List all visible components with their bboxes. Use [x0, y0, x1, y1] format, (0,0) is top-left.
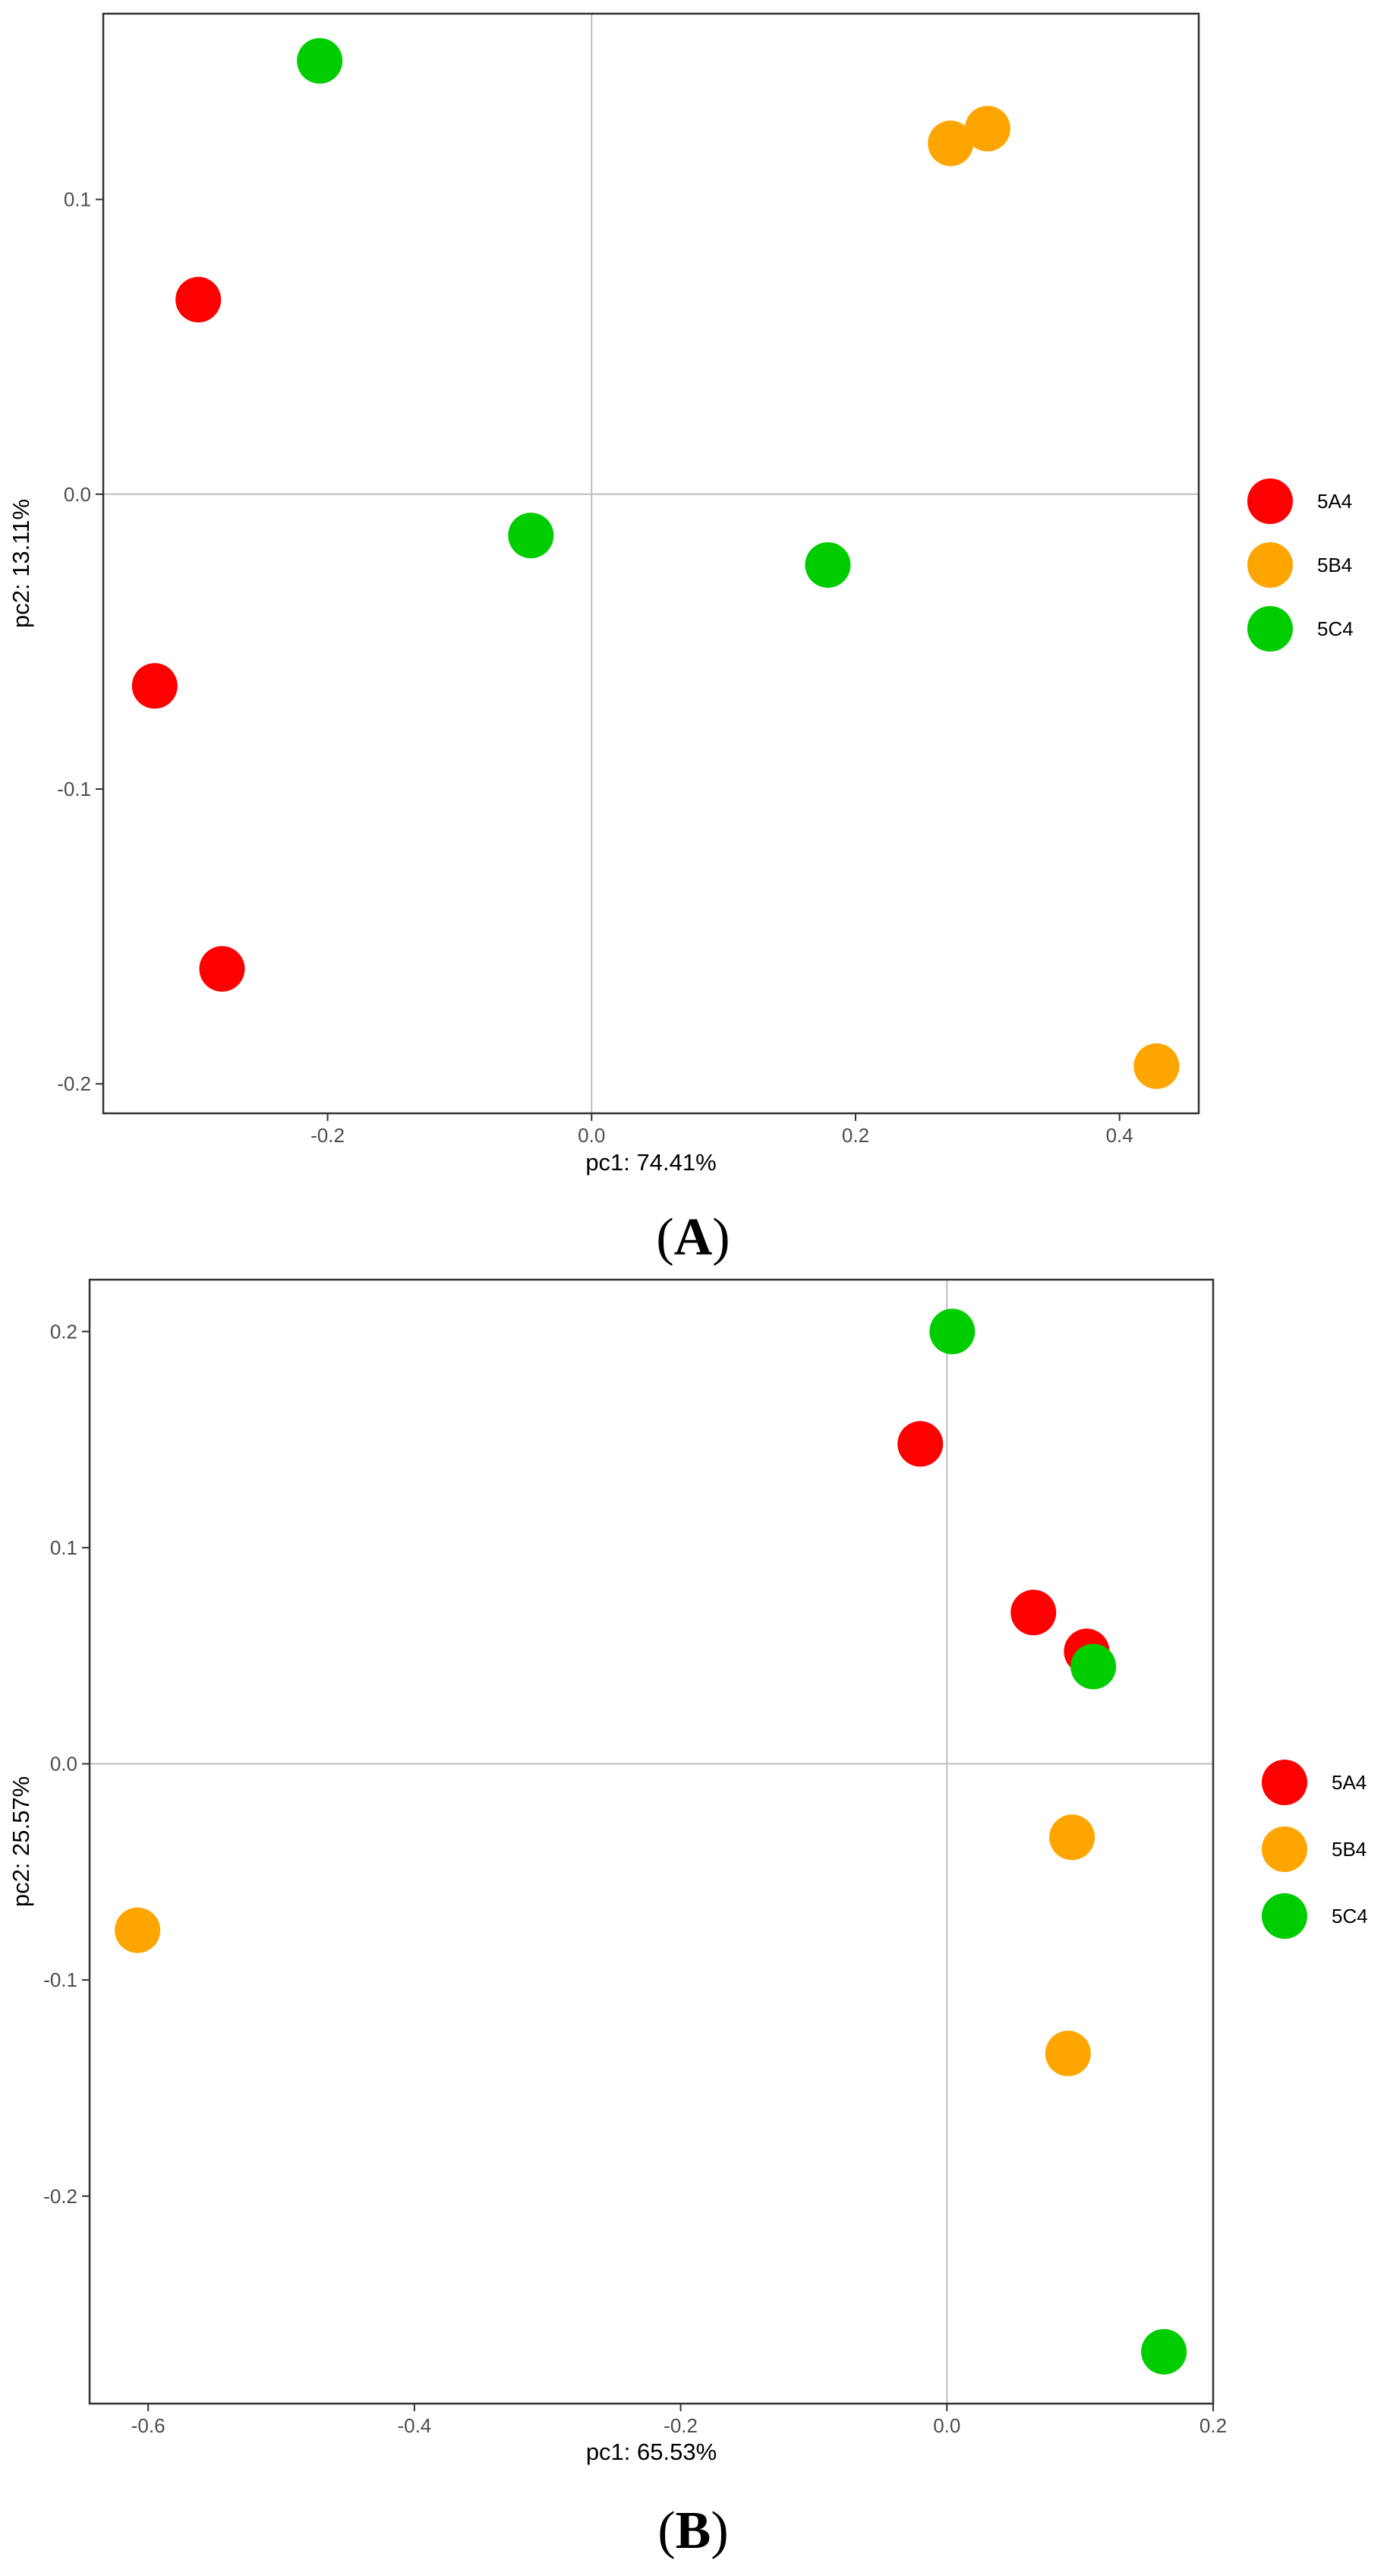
y-tick-label: 0.1 [64, 188, 91, 211]
chart-panel-a: -0.2 0.0 0.2 0.4 -0.2 -0.1 0.0 0.1 pc1: 74.41% pc… [8, 12, 1354, 1267]
panel-label: (B) [657, 2502, 728, 2560]
data-point-5b4 [1049, 1814, 1095, 1861]
legend-key-5c4 [1247, 606, 1293, 652]
plot-border [88, 1278, 1215, 2405]
panel-letter: B [676, 2502, 711, 2560]
y-tick-label: -0.1 [57, 778, 91, 800]
data-point-5c4 [805, 541, 851, 588]
legend-label: 5A4 [1332, 1771, 1367, 1794]
legend-key-5a4 [1247, 478, 1293, 524]
chart-panel-b: -0.6 -0.4 -0.2 0.0 0.2 -0.2 -0.1 0.0 0.1 0.2 pc1: … [8, 1278, 1368, 2560]
x-tick-label: -0.2 [664, 2414, 698, 2437]
y-tick-label: -0.2 [43, 2185, 77, 2208]
data-point-5a4 [897, 1421, 944, 1467]
data-point-5c4 [508, 513, 554, 559]
data-point-5a4 [1010, 1589, 1057, 1636]
x-tick-label: 0.4 [1106, 1124, 1133, 1147]
plot-background [90, 1280, 1213, 2404]
x-tick-label: 0.2 [1199, 2414, 1227, 2437]
data-point-5b4 [115, 1907, 161, 1953]
y-axis-title: pc2: 25.57% [8, 1776, 34, 1907]
legend-label: 5A4 [1317, 490, 1352, 513]
plot-border [102, 12, 1200, 1115]
x-tick-label: 0.0 [578, 1124, 605, 1147]
legend-key-5a4 [1262, 1760, 1307, 1805]
data-point-5a4 [199, 945, 245, 992]
plot-background [103, 14, 1199, 1113]
legend-key-5b4 [1262, 1826, 1307, 1872]
data-point-5b4 [928, 120, 974, 166]
legend-label: 5B4 [1317, 554, 1352, 576]
data-point-5a4 [175, 276, 222, 323]
x-axis-title: pc1: 74.41% [585, 1149, 716, 1176]
x-tick-label: -0.6 [131, 2414, 165, 2437]
legend-label: 5C4 [1317, 617, 1354, 640]
x-tick-label: -0.2 [310, 1124, 345, 1147]
data-point-5b4 [1045, 2030, 1091, 2076]
y-tick-label: 0.2 [50, 1320, 77, 1343]
legend-key-5b4 [1247, 542, 1293, 588]
y-tick-label: -0.2 [57, 1072, 91, 1095]
x-tick-label: -0.4 [397, 2414, 431, 2437]
data-point-5c4 [929, 1309, 976, 1355]
y-axis-title: pc2: 13.11% [8, 499, 34, 628]
data-point-5b4 [964, 106, 1010, 152]
x-tick-label: 0.2 [842, 1124, 869, 1147]
legend-key-5c4 [1262, 1893, 1307, 1939]
legend-label: 5C4 [1332, 1905, 1368, 1927]
data-point-5c4 [1141, 2328, 1187, 2375]
panel-label: (A) [656, 1208, 730, 1267]
x-tick-label: 0.0 [933, 2414, 960, 2437]
x-axis-title: pc1: 65.53% [586, 2439, 717, 2465]
data-point-5b4 [1133, 1043, 1180, 1089]
y-tick-label: -0.1 [43, 1968, 77, 1991]
legend: 5A4 5B4 5C4 [1262, 1760, 1368, 1939]
panel-letter: A [674, 1208, 713, 1267]
y-tick-label: 0.1 [50, 1536, 77, 1559]
data-point-5c4 [1070, 1643, 1117, 1690]
legend: 5A4 5B4 5C4 [1247, 478, 1354, 652]
data-point-5c4 [297, 38, 343, 84]
legend-label: 5B4 [1332, 1838, 1367, 1861]
data-point-5a4 [131, 663, 178, 709]
y-tick-label: 0.0 [50, 1753, 77, 1776]
y-tick-label: 0.0 [64, 483, 91, 506]
